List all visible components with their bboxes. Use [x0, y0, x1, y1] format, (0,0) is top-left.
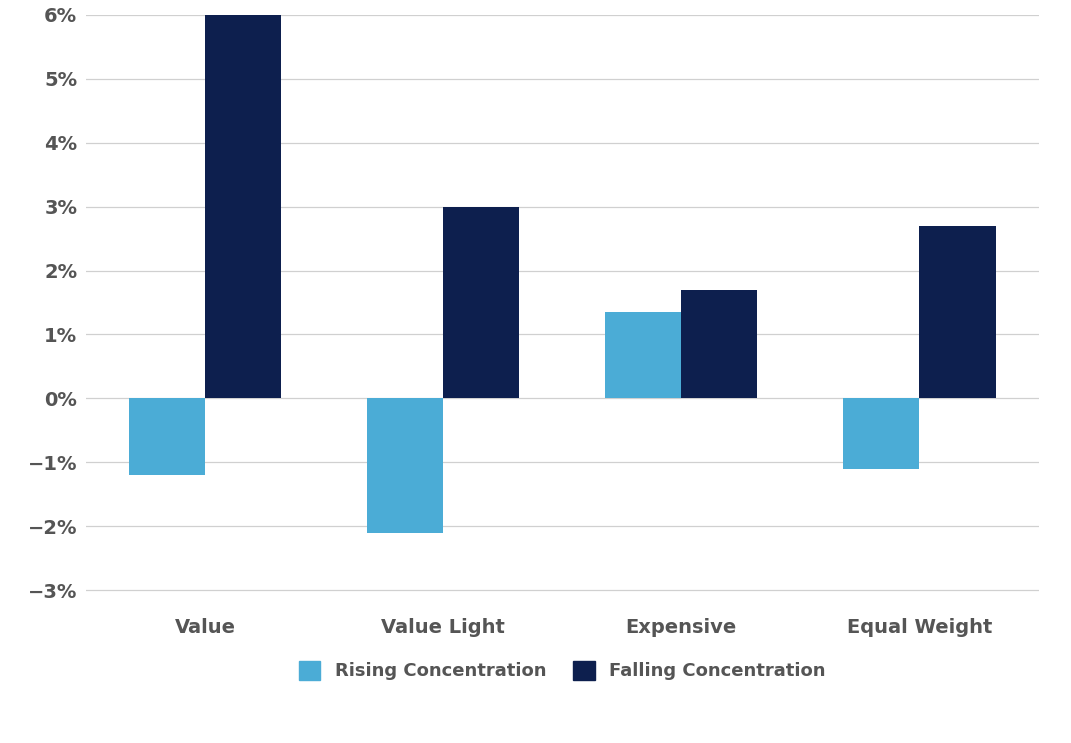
- Bar: [605, 312, 681, 398]
- Bar: [443, 207, 519, 398]
- Bar: [367, 398, 443, 533]
- Bar: [206, 15, 282, 398]
- Bar: [681, 290, 757, 398]
- Bar: [843, 398, 919, 469]
- Legend: Rising Concentration, Falling Concentration: Rising Concentration, Falling Concentrat…: [289, 652, 835, 690]
- Bar: [919, 226, 996, 398]
- Bar: [129, 398, 206, 475]
